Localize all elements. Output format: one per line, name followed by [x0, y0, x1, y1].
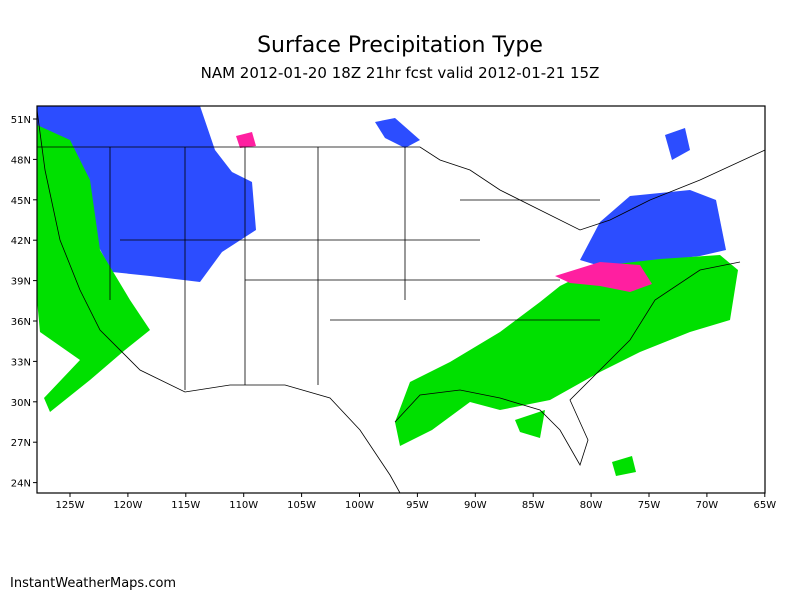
rain-area — [515, 410, 545, 438]
snow-area — [37, 106, 256, 282]
lon-label: 100W — [345, 500, 374, 511]
lat-labels: 51N 48N 45N 42N 39N 36N 33N 30N 27N 24N — [11, 115, 37, 490]
lon-labels: 125W 120W 115W 110W 105W 100W 95W 90W 85W 80W 75W 7… — [56, 493, 776, 511]
lat-label: 51N — [11, 115, 31, 126]
lon-label: 125W — [56, 500, 85, 511]
lat-label: 39N — [11, 277, 31, 288]
border — [37, 146, 765, 231]
credit: InstantWeatherMaps.com — [10, 576, 176, 591]
title: Surface Precipitation Type — [257, 33, 543, 58]
lat-label: 42N — [11, 236, 31, 247]
lat-label: 36N — [11, 317, 31, 328]
snow-area — [665, 128, 690, 160]
rain-area — [395, 255, 738, 446]
rain-area — [37, 125, 150, 412]
freezing-rain-area — [236, 132, 256, 148]
lon-label: 105W — [287, 500, 316, 511]
lon-label: 110W — [229, 500, 258, 511]
lon-label: 75W — [638, 500, 661, 511]
state-lines — [109, 147, 600, 390]
snow-area — [375, 118, 420, 148]
lon-label: 95W — [406, 500, 429, 511]
lat-label: 33N — [11, 357, 31, 368]
coastline — [37, 109, 741, 493]
lat-label: 27N — [11, 438, 31, 449]
lon-label: 65W — [753, 500, 776, 511]
lat-label: 45N — [11, 196, 31, 207]
lon-label: 80W — [580, 500, 603, 511]
map-frame — [36, 105, 766, 494]
lon-label: 115W — [171, 500, 200, 511]
rain-area — [612, 456, 636, 476]
lat-label: 48N — [11, 155, 31, 166]
lon-label: 90W — [464, 500, 487, 511]
subtitle: NAM 2012-01-20 18Z 21hr fcst valid 2012-… — [201, 64, 600, 82]
freezing-rain-area — [555, 262, 652, 292]
lon-label: 70W — [696, 500, 719, 511]
lat-label: 24N — [11, 479, 31, 490]
lat-label: 30N — [11, 398, 31, 409]
lon-label: 85W — [522, 500, 545, 511]
lon-label: 120W — [113, 500, 142, 511]
snow-area — [580, 190, 726, 266]
